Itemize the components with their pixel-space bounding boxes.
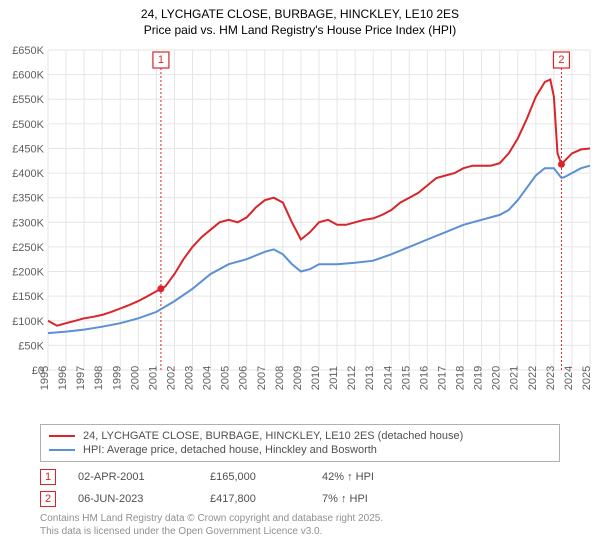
- y-tick-label: £50K: [18, 341, 44, 353]
- legend-swatch: [49, 449, 75, 451]
- datapoint-badge: 1: [40, 469, 56, 485]
- datapoint-pct: 42% ↑ HPI: [322, 471, 442, 483]
- x-tick-label: 1995: [39, 366, 51, 390]
- y-tick-label: £100K: [12, 316, 44, 328]
- y-tick-label: £550K: [12, 95, 44, 107]
- datapoint-row: 2 06-JUN-2023 £417,800 7% ↑ HPI: [40, 488, 560, 510]
- x-tick-label: 2006: [238, 366, 250, 390]
- y-tick-label: £250K: [12, 242, 44, 254]
- x-tick-label: 2020: [491, 366, 503, 390]
- y-tick-label: £600K: [12, 70, 44, 82]
- title-line-1: 24, LYCHGATE CLOSE, BURBAGE, HINCKLEY, L…: [0, 6, 600, 22]
- x-tick-label: 2014: [382, 366, 394, 390]
- x-tick-label: 2004: [202, 366, 214, 390]
- datapoint-pct: 7% ↑ HPI: [322, 493, 442, 505]
- marker-badge-text: 2: [558, 54, 564, 66]
- datapoint-row: 1 02-APR-2001 £165,000 42% ↑ HPI: [40, 466, 560, 488]
- legend: 24, LYCHGATE CLOSE, BURBAGE, HINCKLEY, L…: [40, 424, 560, 462]
- x-tick-label: 1996: [57, 366, 69, 390]
- y-tick-label: £350K: [12, 193, 44, 205]
- marker-badge-text: 1: [158, 54, 164, 66]
- legend-label: HPI: Average price, detached house, Hinc…: [83, 444, 377, 456]
- attribution-line-1: Contains HM Land Registry data © Crown c…: [40, 512, 560, 525]
- legend-label: 24, LYCHGATE CLOSE, BURBAGE, HINCKLEY, L…: [83, 430, 463, 442]
- y-tick-label: £400K: [12, 168, 44, 180]
- datapoint-price: £165,000: [210, 471, 300, 483]
- x-tick-label: 2013: [364, 366, 376, 390]
- datapoint-price: £417,800: [210, 493, 300, 505]
- y-tick-label: £200K: [12, 267, 44, 279]
- x-tick-label: 2025: [581, 366, 593, 390]
- chart-container: 24, LYCHGATE CLOSE, BURBAGE, HINCKLEY, L…: [0, 0, 600, 560]
- x-tick-label: 2011: [328, 367, 340, 391]
- x-tick-label: 2016: [418, 366, 430, 390]
- marker-dot: [157, 286, 164, 293]
- x-tick-label: 2015: [400, 366, 412, 390]
- chart-area: £0£50K£100K£150K£200K£250K£300K£350K£400…: [0, 40, 600, 420]
- x-tick-label: 2009: [292, 366, 304, 390]
- datapoint-date: 06-JUN-2023: [78, 493, 188, 505]
- y-tick-label: £450K: [12, 144, 44, 156]
- marker-dot: [558, 161, 565, 168]
- x-tick-label: 2001: [147, 366, 159, 390]
- title-block: 24, LYCHGATE CLOSE, BURBAGE, HINCKLEY, L…: [0, 0, 600, 40]
- datapoint-date: 02-APR-2001: [78, 471, 188, 483]
- datapoints-table: 1 02-APR-2001 £165,000 42% ↑ HPI 2 06-JUN-202…: [40, 466, 560, 510]
- attribution: Contains HM Land Registry data © Crown c…: [40, 512, 560, 538]
- chart-svg: £0£50K£100K£150K£200K£250K£300K£350K£400…: [0, 40, 600, 420]
- x-tick-label: 2012: [346, 366, 358, 390]
- x-tick-label: 2000: [129, 366, 141, 390]
- title-line-2: Price paid vs. HM Land Registry's House …: [0, 22, 600, 38]
- x-tick-label: 2023: [545, 366, 557, 390]
- x-tick-label: 2007: [256, 366, 268, 390]
- legend-row: 24, LYCHGATE CLOSE, BURBAGE, HINCKLEY, L…: [49, 429, 551, 443]
- x-tick-label: 2002: [165, 366, 177, 390]
- x-tick-label: 2017: [436, 366, 448, 390]
- attribution-line-2: This data is licensed under the Open Gov…: [40, 525, 560, 538]
- x-tick-label: 1997: [75, 366, 87, 390]
- datapoint-badge: 2: [40, 491, 56, 507]
- x-tick-label: 2024: [563, 366, 575, 390]
- y-tick-label: £500K: [12, 119, 44, 131]
- y-tick-label: £650K: [12, 45, 44, 57]
- x-tick-label: 2010: [310, 366, 322, 390]
- x-tick-label: 2008: [274, 366, 286, 390]
- x-tick-label: 2019: [473, 366, 485, 390]
- y-tick-label: £150K: [12, 292, 44, 304]
- x-tick-label: 2005: [220, 366, 232, 390]
- x-tick-label: 2021: [509, 366, 521, 390]
- x-tick-label: 1998: [93, 366, 105, 390]
- x-tick-label: 2018: [455, 366, 467, 390]
- y-tick-label: £300K: [12, 218, 44, 230]
- chart-bg: [0, 40, 600, 420]
- x-tick-label: 1999: [111, 366, 123, 390]
- legend-row: HPI: Average price, detached house, Hinc…: [49, 443, 551, 457]
- x-tick-label: 2022: [527, 366, 539, 390]
- legend-swatch: [49, 435, 75, 437]
- x-tick-label: 2003: [184, 366, 196, 390]
